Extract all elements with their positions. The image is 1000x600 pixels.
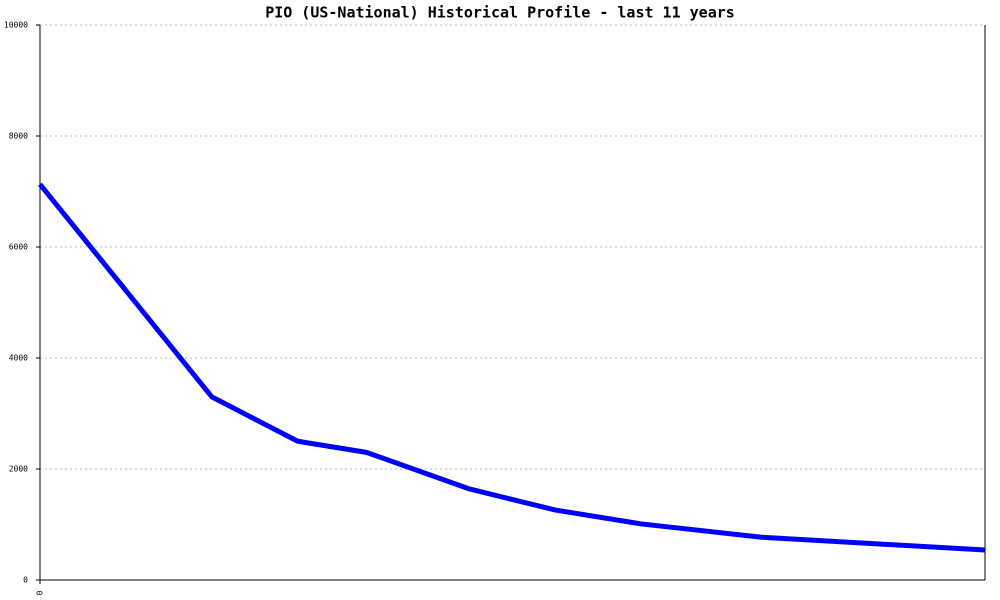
data-line	[38, 182, 986, 553]
y-tick-label: 10000	[4, 21, 28, 30]
chart-title: PIO (US-National) Historical Profile - l…	[265, 4, 735, 22]
y-tick-label: 2000	[9, 465, 28, 474]
y-tick-label: 4000	[9, 354, 28, 363]
y-tick-label: 8000	[9, 132, 28, 141]
y-tick-label: 6000	[9, 243, 28, 252]
x-tick-label: 0	[36, 590, 45, 595]
y-tick-label: 0	[23, 576, 28, 585]
